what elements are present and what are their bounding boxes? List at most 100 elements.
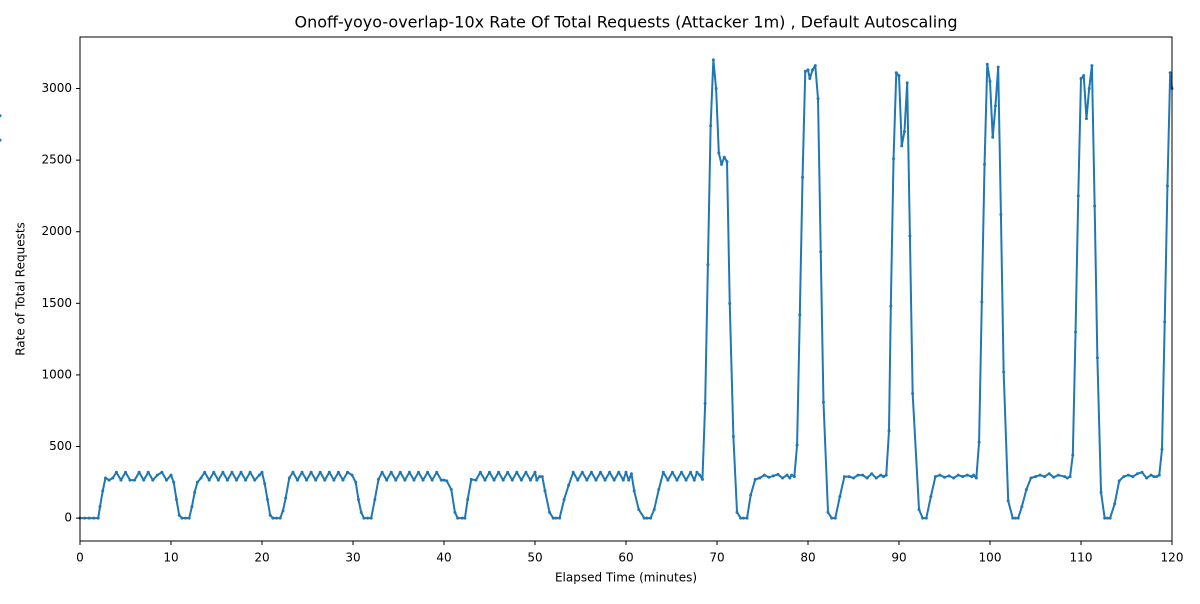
data-point [356, 497, 360, 501]
data-point [711, 58, 715, 62]
data-point [203, 470, 207, 474]
data-point [695, 470, 699, 474]
data-point [585, 478, 589, 482]
data-point [1108, 516, 1112, 520]
data-point [439, 478, 443, 482]
data-point [103, 476, 107, 480]
data-point [376, 477, 380, 481]
data-point [861, 473, 865, 477]
data-point [689, 470, 693, 474]
data-point [1168, 71, 1172, 75]
data-point [745, 516, 749, 520]
data-point [645, 516, 649, 520]
data-point [842, 475, 846, 479]
data-point [637, 508, 641, 511]
data-point [894, 71, 898, 75]
data-point [785, 473, 789, 477]
data-point [1079, 77, 1083, 81]
data-point [488, 470, 491, 474]
data-point [98, 505, 102, 509]
chart-title: Onoff-yoyo-overlap-10x Rate Of Total Req… [295, 13, 958, 32]
data-point [988, 79, 992, 83]
data-point [1082, 74, 1086, 78]
x-tick-label: 110 [1070, 551, 1093, 565]
data-point [515, 470, 519, 474]
data-point [184, 516, 188, 520]
data-point [449, 487, 453, 491]
y-tick-label: 2000 [41, 224, 72, 238]
data-point [985, 62, 989, 66]
data-point [524, 470, 528, 474]
data-point [1013, 516, 1017, 520]
data-point [92, 516, 96, 520]
data-point [1068, 475, 1072, 479]
data-point [735, 510, 739, 514]
data-point [212, 470, 216, 474]
data-point [722, 155, 726, 159]
data-point [193, 490, 197, 494]
data-point [599, 470, 603, 474]
data-point [1020, 505, 1024, 509]
data-point [275, 516, 279, 520]
data-point [884, 473, 888, 477]
data-point [996, 65, 1000, 69]
y-tick-label: 2500 [41, 153, 72, 167]
data-point [821, 400, 825, 404]
data-point [318, 470, 322, 474]
data-point [1063, 475, 1067, 479]
data-point [908, 234, 912, 238]
data-point [538, 475, 542, 479]
data-point [703, 402, 707, 406]
data-point [892, 157, 896, 161]
data-point [790, 473, 794, 477]
data-point [792, 475, 796, 479]
x-tick-label: 70 [709, 551, 724, 565]
data-point [838, 495, 842, 499]
data-point [327, 470, 331, 474]
data-point [174, 497, 178, 501]
data-point [309, 470, 313, 474]
data-point [717, 151, 721, 155]
data-point [543, 489, 547, 493]
y-tick-label: 0 [64, 511, 72, 525]
data-point [977, 440, 981, 444]
data-point [551, 516, 555, 520]
data-point [700, 477, 704, 481]
data-point [943, 475, 946, 479]
data-point [1149, 473, 1153, 477]
data-point [847, 475, 851, 479]
data-point [160, 470, 164, 474]
data-point [463, 516, 467, 520]
data-point [354, 480, 358, 484]
x-tick-label: 30 [345, 551, 360, 565]
data-point [155, 473, 159, 477]
data-point [652, 508, 656, 511]
data-point [323, 478, 327, 482]
data-point [492, 478, 496, 482]
data-point [852, 476, 855, 480]
data-point [830, 516, 834, 520]
data-point [1052, 475, 1056, 479]
data-point [385, 478, 389, 482]
data-point [725, 160, 729, 164]
data-point [670, 470, 674, 474]
data-point [426, 470, 430, 474]
data-point [938, 473, 942, 477]
data-point [788, 476, 792, 480]
data-point [882, 475, 886, 479]
data-point [453, 510, 457, 514]
data-point [698, 473, 702, 477]
data-point [83, 516, 87, 520]
x-tick-label: 60 [618, 551, 633, 565]
data-point [629, 472, 633, 476]
data-point [164, 478, 168, 482]
data-point [947, 474, 951, 478]
data-point [627, 478, 631, 482]
data-point [1126, 473, 1130, 477]
data-point [119, 478, 123, 482]
data-point [924, 516, 928, 520]
data-point [887, 429, 891, 433]
data-point [445, 479, 449, 483]
